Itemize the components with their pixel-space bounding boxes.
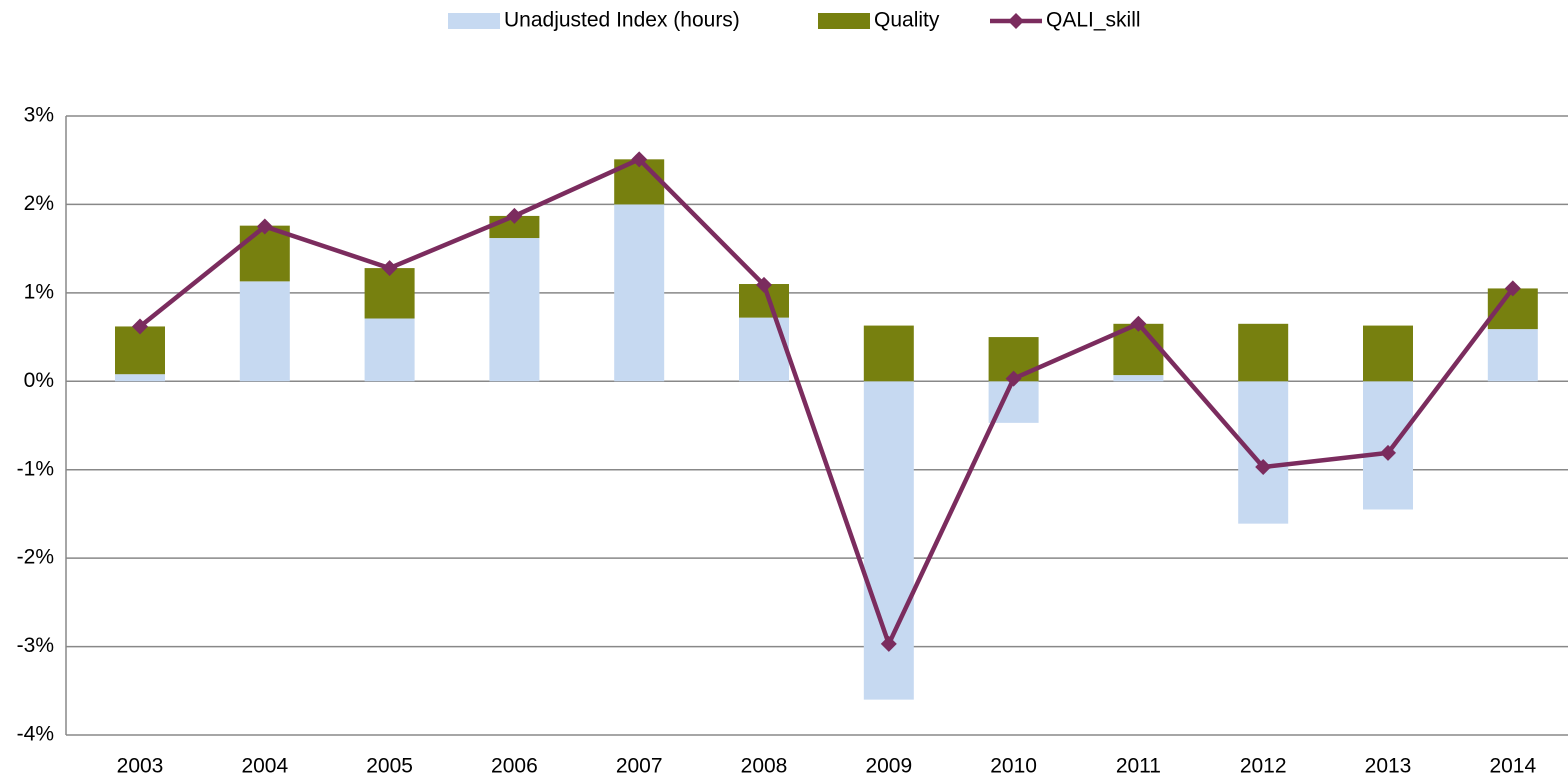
bar xyxy=(863,325,914,382)
bar xyxy=(1238,381,1289,524)
x-tick-label: 2006 xyxy=(491,755,538,778)
bar xyxy=(1363,325,1413,382)
y-tick-label: 1% xyxy=(24,280,54,303)
x-tick-label: 2010 xyxy=(990,755,1037,778)
legend-swatch xyxy=(1008,13,1024,29)
y-tick-label: -2% xyxy=(17,546,54,569)
y-tick-label: 2% xyxy=(24,192,54,215)
bar xyxy=(364,318,415,382)
y-tick-label: 3% xyxy=(24,104,54,127)
marker xyxy=(132,318,148,335)
marker xyxy=(756,276,772,293)
bar xyxy=(1113,375,1164,382)
y-tick-label: 0% xyxy=(24,369,54,392)
marker xyxy=(1005,370,1022,387)
marker xyxy=(1130,315,1147,332)
marker xyxy=(381,260,398,277)
x-tick-label: 2014 xyxy=(1489,755,1536,778)
x-tick-label: 2004 xyxy=(241,755,288,778)
marker xyxy=(880,635,897,652)
bar xyxy=(739,317,789,382)
x-tick-label: 2012 xyxy=(1240,755,1287,778)
x-tick-label: 2009 xyxy=(865,755,912,778)
bar xyxy=(364,268,415,319)
bar xyxy=(239,225,290,282)
x-tick-label: 2011 xyxy=(1116,755,1161,778)
y-tick-label: -3% xyxy=(17,634,54,657)
x-tick-label: 2005 xyxy=(366,755,413,778)
bar xyxy=(1487,329,1538,382)
legend-swatch xyxy=(448,13,500,29)
marker xyxy=(506,207,523,224)
bar xyxy=(489,238,540,382)
bar xyxy=(1238,323,1289,382)
line xyxy=(138,157,1515,647)
bar xyxy=(239,281,290,382)
x-tick-label: 2007 xyxy=(616,755,663,778)
x-tick-label: 2008 xyxy=(741,755,788,778)
x-tick-label: 2003 xyxy=(117,755,164,778)
legend-swatch xyxy=(818,13,870,29)
bar xyxy=(614,204,665,382)
y-tick-label: -4% xyxy=(17,723,54,746)
legend-label: Unadjusted Index (hours) xyxy=(504,9,740,32)
bar xyxy=(115,374,165,382)
marker xyxy=(631,151,648,168)
legend-label: Quality xyxy=(874,9,940,32)
marker xyxy=(256,218,273,235)
marker xyxy=(1504,280,1521,297)
marker xyxy=(1380,444,1396,461)
marker xyxy=(1255,459,1272,476)
legend-label: QALI_skill xyxy=(1046,9,1141,32)
y-tick-label: -1% xyxy=(17,457,54,480)
x-tick-label: 2013 xyxy=(1365,755,1412,778)
